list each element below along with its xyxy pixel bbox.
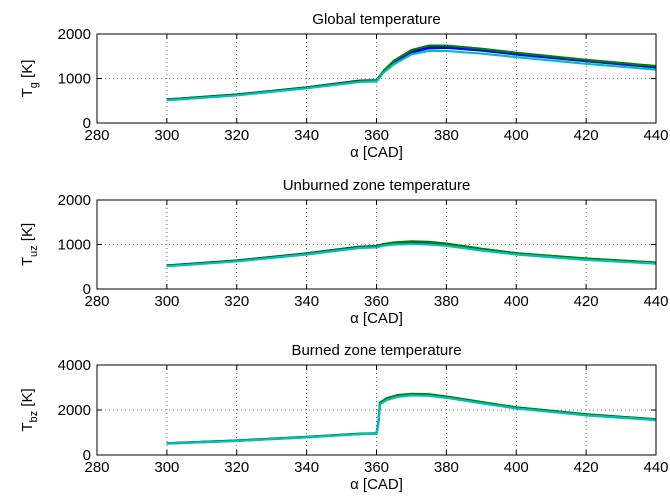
x-tick-label: 280 — [84, 293, 109, 310]
y-axis-label-sub: uz — [28, 245, 40, 257]
y-tick-label: 0 — [83, 115, 91, 132]
x-axis-label: α [CAD] — [350, 144, 403, 161]
y-axis-label: Tbz [K] — [19, 388, 40, 431]
x-tick-label: 400 — [504, 293, 529, 310]
series-line-2 — [166, 393, 656, 445]
x-tick-label: 420 — [574, 293, 599, 310]
x-tick-label: 420 — [574, 127, 599, 144]
x-tick-label: 280 — [84, 459, 109, 476]
x-tick-label: 320 — [224, 293, 249, 310]
x-tick-label: 440 — [643, 459, 668, 476]
x-tick-label: 400 — [504, 127, 529, 144]
x-tick-label: 340 — [294, 127, 319, 144]
x-axis-label: α [CAD] — [350, 310, 403, 327]
chart-title: Burned zone temperature — [291, 342, 461, 359]
x-tick-label: 360 — [364, 293, 389, 310]
y-tick-label: 1000 — [58, 71, 91, 88]
x-tick-label: 320 — [224, 459, 249, 476]
y-axis-label-main: T — [19, 257, 36, 266]
x-tick-label: 300 — [154, 127, 179, 144]
y-tick-label: 2000 — [58, 402, 91, 419]
y-axis-label-unit: [K] — [19, 223, 36, 246]
x-tick-label: 380 — [434, 459, 459, 476]
y-axis-label-unit: [K] — [19, 60, 36, 83]
x-tick-label: 360 — [364, 459, 389, 476]
series-line-1 — [166, 393, 656, 445]
series-line-3 — [166, 392, 656, 445]
y-tick-label: 4000 — [58, 357, 91, 374]
x-tick-label: 300 — [154, 459, 179, 476]
series-line-2 — [166, 242, 656, 267]
x-tick-label: 320 — [224, 127, 249, 144]
y-tick-label: 2000 — [58, 192, 91, 209]
y-axis-label-main: T — [19, 88, 36, 97]
x-tick-label: 380 — [434, 293, 459, 310]
series-line-4 — [166, 394, 656, 445]
x-tick-label: 420 — [574, 459, 599, 476]
x-tick-label: 360 — [364, 127, 389, 144]
y-axis-label-sub: g — [28, 82, 40, 88]
x-tick-label: 400 — [504, 459, 529, 476]
series-line-4 — [166, 49, 656, 102]
y-axis-label: Tuz [K] — [19, 223, 40, 266]
x-axis-label: α [CAD] — [350, 476, 403, 493]
y-axis-label-sub: bz — [28, 411, 40, 423]
chart-title: Global temperature — [312, 11, 440, 28]
y-tick-label: 0 — [83, 281, 91, 298]
x-tick-label: 440 — [643, 293, 668, 310]
series-line-4 — [166, 242, 656, 268]
x-tick-label: 380 — [434, 127, 459, 144]
x-tick-label: 340 — [294, 459, 319, 476]
y-tick-label: 2000 — [58, 26, 91, 43]
x-tick-label: 280 — [84, 127, 109, 144]
x-tick-label: 440 — [643, 127, 668, 144]
y-tick-label: 0 — [83, 447, 91, 464]
chart-title: Unburned zone temperature — [283, 177, 471, 194]
y-tick-label: 1000 — [58, 237, 91, 254]
y-axis-label: Tg [K] — [19, 60, 40, 98]
x-tick-label: 340 — [294, 293, 319, 310]
y-axis-label-main: T — [19, 422, 36, 431]
y-axis-label-unit: [K] — [19, 388, 36, 411]
x-tick-label: 300 — [154, 293, 179, 310]
